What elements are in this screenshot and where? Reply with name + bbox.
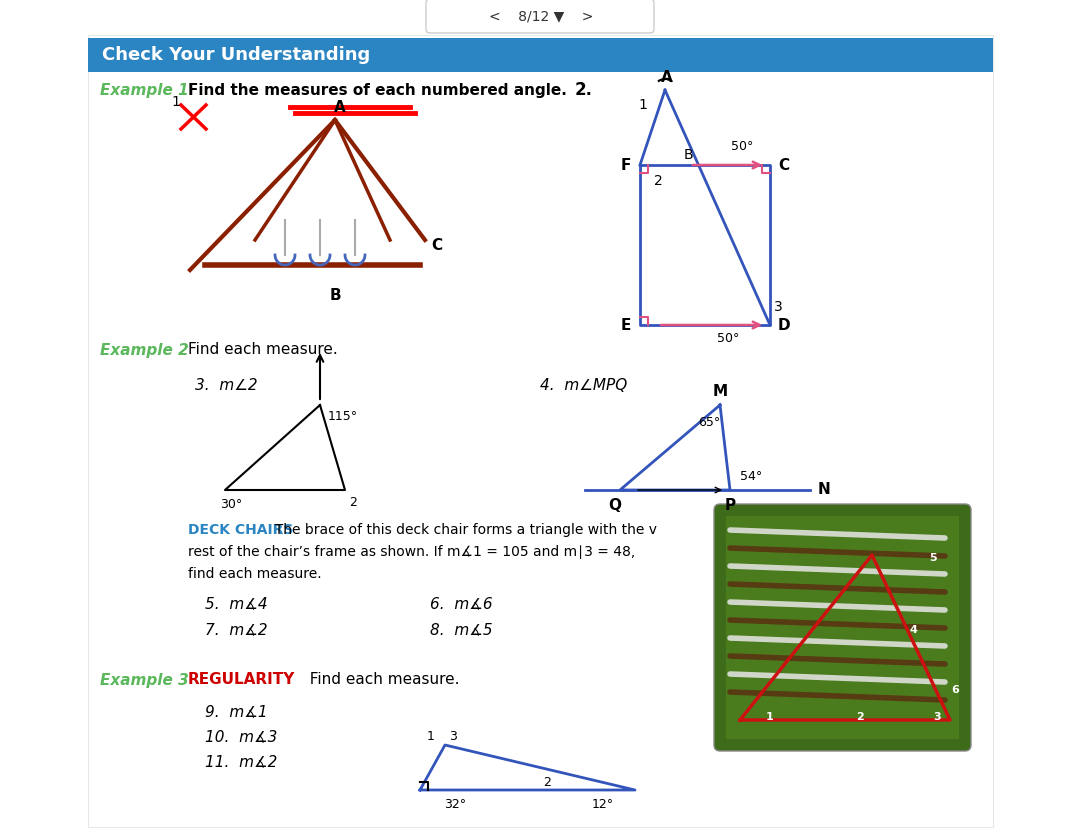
Text: Example 2: Example 2 — [100, 342, 188, 357]
Bar — [726, 516, 959, 739]
Text: 65°: 65° — [698, 416, 721, 430]
Text: find each measure.: find each measure. — [188, 567, 321, 581]
Text: 10.  m∡3: 10. m∡3 — [204, 729, 277, 744]
Text: Check Your Understanding: Check Your Understanding — [102, 46, 370, 64]
Text: 6.  m∡6: 6. m∡6 — [430, 597, 492, 612]
Text: B: B — [329, 288, 341, 303]
Text: P: P — [725, 498, 736, 513]
Text: DECK CHAIRS: DECK CHAIRS — [188, 523, 293, 537]
Text: 5: 5 — [929, 553, 937, 563]
Text: 54°: 54° — [740, 470, 762, 482]
Text: Find the measures of each numbered angle.: Find the measures of each numbered angle… — [188, 82, 567, 97]
Text: 9.  m∡1: 9. m∡1 — [204, 705, 267, 720]
FancyBboxPatch shape — [426, 0, 654, 33]
Text: Find each measure.: Find each measure. — [188, 342, 338, 357]
Text: A: A — [334, 101, 346, 116]
Text: Q: Q — [608, 498, 621, 513]
Text: N: N — [818, 482, 830, 498]
Text: B: B — [683, 148, 692, 162]
Text: 1: 1 — [427, 731, 435, 743]
Text: 12°: 12° — [592, 798, 615, 810]
Text: 4: 4 — [909, 625, 916, 635]
Text: <    8/12 ▼    >: < 8/12 ▼ > — [489, 9, 593, 23]
FancyBboxPatch shape — [88, 35, 993, 827]
Text: 6: 6 — [951, 685, 959, 695]
Text: A: A — [661, 70, 673, 86]
Text: 3: 3 — [449, 731, 457, 743]
Text: 1: 1 — [638, 98, 647, 112]
Text: 30°: 30° — [220, 498, 242, 510]
Text: 1: 1 — [766, 712, 774, 722]
Text: 2: 2 — [349, 496, 357, 508]
Text: Find each measure.: Find each measure. — [300, 673, 460, 687]
Text: 50°: 50° — [716, 332, 739, 346]
Text: 32°: 32° — [444, 798, 466, 810]
Text: 50°: 50° — [730, 140, 753, 154]
Text: F: F — [621, 158, 631, 173]
Text: Example 3: Example 3 — [100, 673, 188, 687]
Text: D: D — [778, 317, 790, 332]
Text: 115°: 115° — [328, 410, 358, 424]
Text: 11.  m∡2: 11. m∡2 — [204, 754, 277, 769]
Text: 4.  m∠MPQ: 4. m∠MPQ — [540, 378, 628, 393]
Text: Example 1: Example 1 — [100, 82, 188, 97]
Text: 2: 2 — [856, 712, 863, 722]
Text: REGULARITY: REGULARITY — [188, 673, 295, 687]
FancyBboxPatch shape — [714, 504, 971, 751]
Text: 3: 3 — [774, 300, 782, 314]
Text: 7.  m∡2: 7. m∡2 — [204, 623, 267, 638]
Text: 5.  m∡4: 5. m∡4 — [204, 597, 267, 612]
Text: 3.  m∠2: 3. m∠2 — [195, 378, 258, 393]
Text: 3: 3 — [933, 712, 941, 722]
Text: M: M — [712, 383, 727, 399]
Text: 2: 2 — [654, 174, 662, 188]
Text: 8.  m∡5: 8. m∡5 — [430, 623, 492, 638]
Text: The brace of this deck chair forms a triangle with the v: The brace of this deck chair forms a tri… — [266, 523, 657, 537]
Text: C: C — [778, 158, 790, 173]
Text: 1: 1 — [172, 95, 181, 109]
Bar — [88, 38, 993, 72]
Text: 2: 2 — [543, 775, 551, 789]
Text: rest of the chair’s frame as shown. If m∡1 = 105 and m∣3 = 48,: rest of the chair’s frame as shown. If m… — [188, 545, 635, 559]
Text: 2.: 2. — [575, 81, 593, 99]
Text: C: C — [432, 237, 443, 253]
Text: E: E — [621, 317, 631, 332]
